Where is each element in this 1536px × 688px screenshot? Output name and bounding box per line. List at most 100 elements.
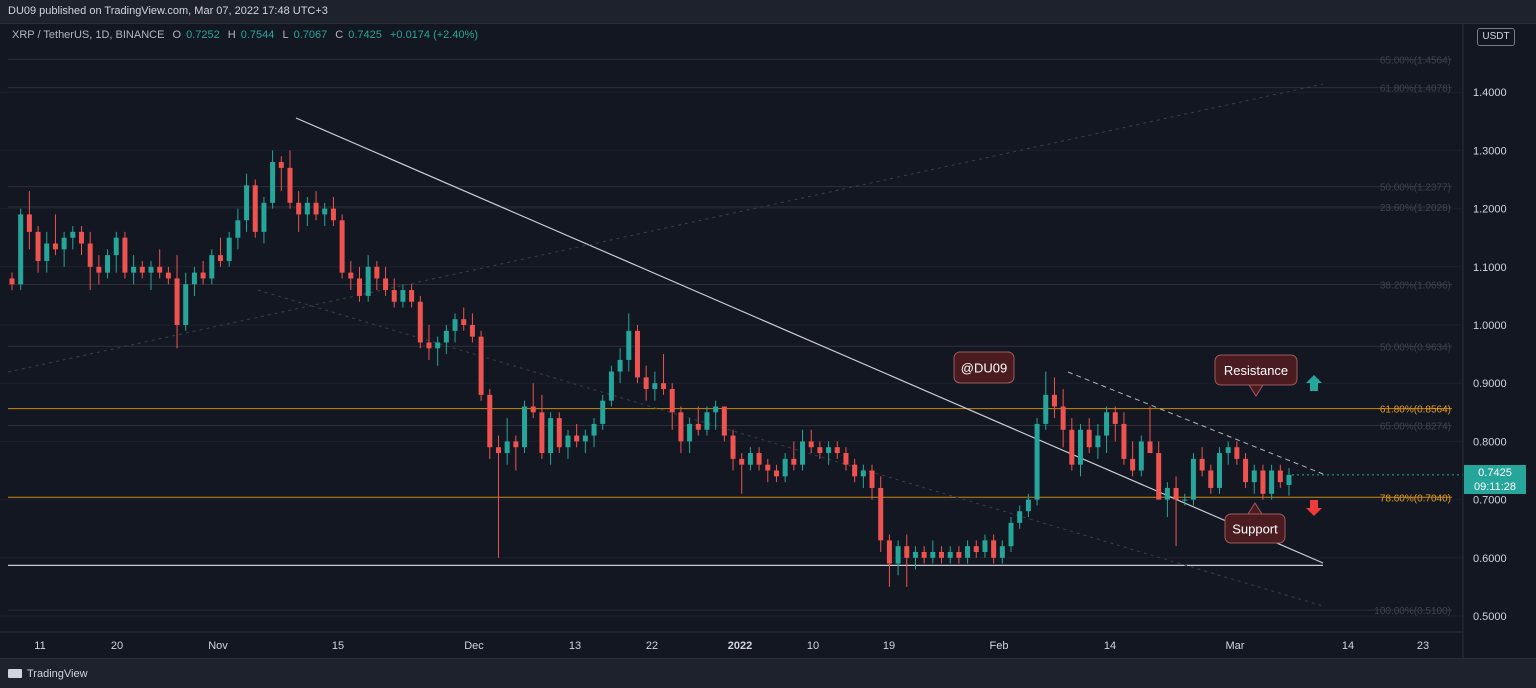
candle-body xyxy=(9,278,15,285)
candle xyxy=(912,546,918,570)
candle-body xyxy=(1112,412,1118,424)
candle xyxy=(878,476,884,552)
candle-body xyxy=(426,342,432,349)
symbol-pair[interactable]: XRP / TetherUS, 1D, BINANCE xyxy=(12,29,165,41)
candle xyxy=(1243,453,1249,488)
red-down-arrow-icon xyxy=(1306,500,1322,516)
candle xyxy=(217,237,223,267)
candle-body xyxy=(687,423,693,442)
candle-body xyxy=(765,464,771,471)
price-axis[interactable]: 0.5000 0.6000 0.7000 0.8000 0.9000 1.0000 1.10… xyxy=(1473,87,1507,623)
candle-body xyxy=(78,231,84,244)
candle xyxy=(330,196,336,227)
published-header: DU09 published on TradingView.com, Mar 0… xyxy=(0,0,1536,24)
candle xyxy=(721,406,727,442)
candlestick-chart[interactable]: 65.00%(1.4564) 61.80%(1.4078) 50.00%(1.237… xyxy=(0,24,1536,658)
candle xyxy=(417,295,423,349)
candle xyxy=(96,255,102,285)
candle xyxy=(235,208,241,250)
candle-body xyxy=(96,266,102,273)
candle-body xyxy=(235,220,241,238)
fib-level-label: 65.00%(1.4564) xyxy=(1380,55,1451,66)
y-tick-label: 1.3000 xyxy=(1473,145,1507,157)
candle-body xyxy=(756,453,762,465)
candle-body xyxy=(539,412,545,454)
candle-body xyxy=(1156,453,1162,500)
candle xyxy=(339,214,345,279)
candle xyxy=(322,202,328,227)
x-tick-label: Feb xyxy=(990,640,1009,652)
x-tick-label: 14 xyxy=(1104,640,1116,652)
candle xyxy=(105,249,111,279)
candle xyxy=(1086,418,1092,454)
candle xyxy=(1008,517,1014,552)
candle-body xyxy=(1138,441,1144,471)
candle-body xyxy=(991,540,997,558)
candle xyxy=(826,441,832,465)
candle-body xyxy=(469,325,475,337)
main-downtrend-line xyxy=(295,117,1324,564)
candle-body xyxy=(252,185,258,232)
candle xyxy=(1104,406,1110,454)
candle xyxy=(131,255,137,285)
candle xyxy=(1234,441,1240,465)
candle xyxy=(522,400,528,454)
support-label-pointer xyxy=(1247,502,1263,515)
candle xyxy=(643,365,649,401)
candle xyxy=(869,464,875,500)
candle xyxy=(1069,418,1075,471)
fib-level-label: 50.00%(1.2377) xyxy=(1380,183,1451,194)
candle-body xyxy=(548,418,554,454)
candle xyxy=(886,534,892,587)
candle-body xyxy=(226,237,232,261)
candle-body xyxy=(652,383,658,390)
candle xyxy=(1277,464,1283,488)
candle xyxy=(791,441,797,471)
candle-body xyxy=(1243,458,1249,483)
currency-badge[interactable]: USDT xyxy=(1477,28,1515,46)
resistance-label-text: Resistance xyxy=(1224,363,1288,378)
candle-body xyxy=(244,185,250,221)
fib-diagonal-upper xyxy=(7,83,1324,373)
candle xyxy=(1017,505,1023,529)
candle-body xyxy=(287,167,293,203)
y-tick-label: 0.9000 xyxy=(1473,378,1507,390)
candle xyxy=(374,260,380,291)
x-tick-label: 10 xyxy=(807,640,819,652)
candle-body xyxy=(973,546,979,552)
candle xyxy=(1051,377,1057,419)
candle-body xyxy=(834,447,840,454)
candles xyxy=(9,150,1292,587)
bar-countdown: 09:11:28 xyxy=(1473,481,1516,493)
candle xyxy=(695,406,701,436)
candle-body xyxy=(800,441,806,465)
tradingview-logo[interactable]: TradingView xyxy=(8,668,88,680)
y-tick-label: 1.0000 xyxy=(1473,320,1507,332)
fib-level-label: 61.80%(0.8564) xyxy=(1380,405,1451,416)
time-axis[interactable]: 11 20 Nov 15 Dec 13 22 2022 10 19 Feb 14 Mar 14 23 xyxy=(34,640,1429,652)
x-tick-label: Dec xyxy=(464,640,484,652)
author-tag: @DU09 xyxy=(953,351,1015,384)
candle-body xyxy=(374,266,380,279)
candle-body xyxy=(730,435,736,459)
candle xyxy=(843,447,849,471)
candle-body xyxy=(478,336,484,395)
candle xyxy=(383,266,389,296)
candle xyxy=(209,249,215,285)
candle xyxy=(1269,464,1275,500)
candle xyxy=(87,231,93,291)
candle-body xyxy=(44,243,50,261)
candle xyxy=(808,429,814,454)
y-tick-label: 1.4000 xyxy=(1473,87,1507,99)
candle xyxy=(921,546,927,564)
candle-body xyxy=(131,266,137,273)
candle xyxy=(1078,423,1084,477)
candle-body xyxy=(947,551,953,558)
candle-body xyxy=(999,546,1005,558)
candle xyxy=(773,464,779,483)
candle-body xyxy=(148,266,154,273)
x-tick-label: 23 xyxy=(1417,640,1429,652)
candle xyxy=(226,231,232,267)
high-value: 0.7544 xyxy=(240,29,275,41)
candle xyxy=(1260,464,1266,500)
